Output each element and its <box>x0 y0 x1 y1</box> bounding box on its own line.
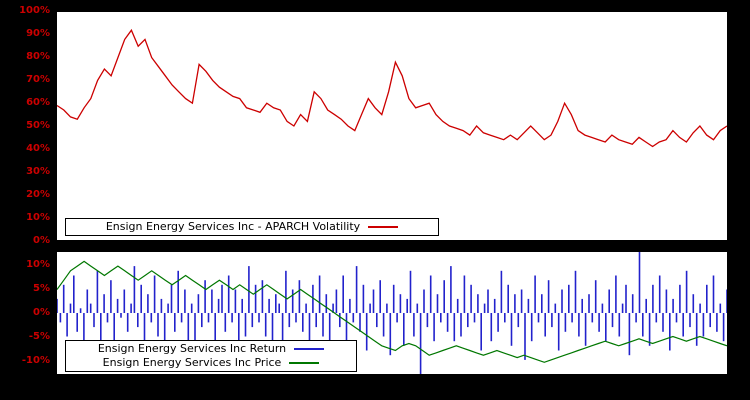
return-line-sample-icon <box>294 348 325 350</box>
volatility-line-sample-icon <box>368 226 399 228</box>
y-axis-tick: -5% <box>28 330 50 342</box>
y-axis-tick: 60% <box>26 97 50 108</box>
price-line-sample-icon <box>289 362 320 364</box>
y-axis-tick: 80% <box>26 51 50 62</box>
y-axis-tick: 40% <box>26 143 50 154</box>
volatility-legend: Ensign Energy Services Inc - APARCH Vola… <box>65 218 439 236</box>
y-axis-tick: 90% <box>26 28 50 39</box>
return-legend-label: Ensign Energy Services Inc Return <box>97 342 287 355</box>
return-price-panel: Ensign Energy Services Inc Return Ensign… <box>56 251 728 375</box>
price-legend-label: Ensign Energy Services Inc Price <box>102 356 282 369</box>
y-axis-tick: 5% <box>33 283 50 295</box>
y-axis-tick: 50% <box>26 120 50 131</box>
volatility-line-chart <box>57 28 727 148</box>
volatility-legend-label: Ensign Energy Services Inc - APARCH Vola… <box>105 220 361 233</box>
y-axis-tick: 20% <box>26 189 50 200</box>
return-price-chart <box>57 252 727 374</box>
y-axis-tick: 0% <box>33 307 50 318</box>
y-axis-tick: -10% <box>21 354 50 366</box>
y-axis-tick: 30% <box>26 166 50 177</box>
y-axis-tick: 10% <box>26 259 50 271</box>
y-axis-tick: 0% <box>33 235 50 246</box>
y-axis-tick: 70% <box>26 74 50 85</box>
y-axis-tick: 100% <box>19 5 50 16</box>
y-axis-tick: 10% <box>26 212 50 223</box>
volatility-panel: Ensign Energy Services Inc - APARCH Vola… <box>56 11 728 241</box>
return-price-legend: Ensign Energy Services Inc Return Ensign… <box>65 340 357 372</box>
